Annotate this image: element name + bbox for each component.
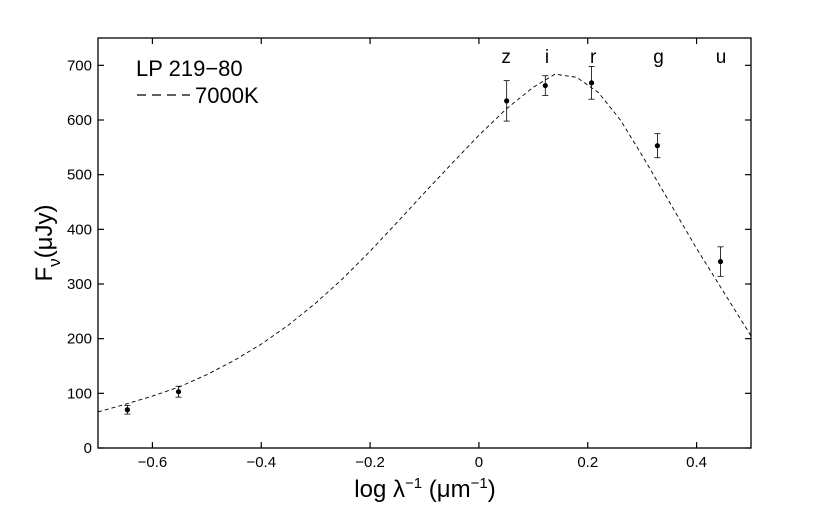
y-tick-label: 300 — [67, 276, 92, 293]
x-tick-label: 0 — [475, 454, 483, 471]
data-point — [717, 258, 724, 265]
x-tick-label: −0.4 — [246, 454, 276, 471]
plot-frame — [97, 37, 752, 449]
band-label: r — [590, 47, 597, 68]
y-tick-label: 200 — [67, 331, 92, 348]
data-point — [124, 407, 130, 413]
y-tick-label: 0 — [84, 440, 92, 457]
x-axis-unit-close: ) — [488, 476, 496, 503]
data-point — [175, 389, 182, 395]
y-tick-label: 600 — [67, 112, 92, 129]
data-points-group — [124, 66, 724, 415]
band-label: g — [653, 47, 664, 68]
object-name-annotation: LP 219−80 — [136, 56, 243, 81]
x-axis-unit-superscript: −1 — [471, 475, 488, 492]
y-axis-symbol: F — [31, 267, 58, 282]
x-axis-symbol: log λ — [354, 476, 405, 503]
y-tick-label: 700 — [67, 57, 92, 74]
y-tick-label: 500 — [67, 167, 92, 184]
x-axis-unit-open: (μm — [422, 476, 470, 503]
x-tick-label: −0.2 — [355, 454, 385, 471]
data-point — [654, 143, 661, 149]
model-curve — [97, 73, 752, 413]
band-label: u — [716, 47, 727, 68]
y-axis-subscript: ν — [45, 258, 64, 267]
y-axis-title: Fν(μJy) — [31, 205, 64, 282]
y-axis-unit: (μJy) — [31, 205, 58, 259]
data-point — [588, 80, 595, 86]
model-legend-label: 7000K — [195, 83, 259, 108]
x-tick-label: −0.6 — [138, 454, 168, 471]
data-point — [542, 82, 548, 89]
axis-ticks: −0.6 −0.4 −0.2 0 0.2 0.4 0 100 200 300 400 500 600 70… — [67, 38, 751, 471]
band-label: z — [501, 47, 511, 68]
y-tick-label: 400 — [67, 221, 92, 238]
model-curve-group — [97, 73, 752, 413]
x-tick-label: 0.2 — [577, 454, 598, 471]
x-axis-title: log λ−1 (μm−1) — [354, 475, 495, 503]
x-axis-superscript: −1 — [405, 475, 422, 492]
band-label: i — [545, 47, 549, 68]
x-tick-label: 0.4 — [686, 454, 707, 471]
data-point — [504, 98, 510, 104]
y-tick-label: 100 — [67, 385, 92, 402]
